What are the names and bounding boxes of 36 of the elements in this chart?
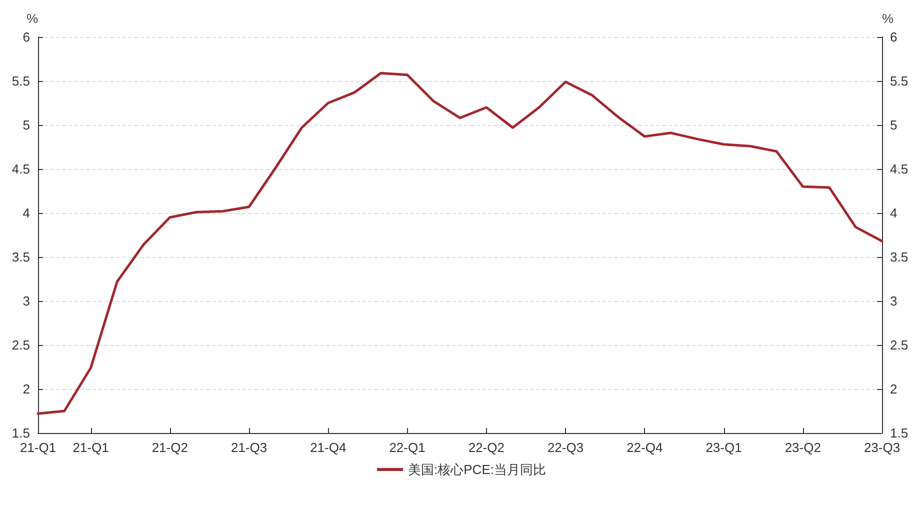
y-tick-label: 2.5: [12, 338, 30, 352]
y2-tick-label: 5: [890, 118, 898, 132]
y-tick-label: 3.5: [12, 250, 30, 264]
line-series: [36, 72, 884, 415]
y2-tick-label: 2: [890, 382, 898, 396]
x-tick-label: 23-Q3: [864, 440, 900, 455]
y2-tick-label: 3: [890, 294, 898, 308]
y2-tick-label: 1.5: [890, 426, 908, 440]
x-tick-label: 23-Q1: [706, 440, 742, 455]
legend-label: 美国:核心PCE:当月同比: [408, 462, 546, 477]
y-tick-label: 6: [22, 30, 30, 44]
x-tick-label: 21-Q2: [152, 440, 188, 455]
y2-tick-label: 3.5: [890, 250, 908, 264]
y-tick-label: 5.5: [12, 74, 30, 88]
x-tick-label: 22-Q4: [626, 440, 663, 455]
x-tick-label: 22-Q1: [389, 440, 426, 455]
y2-tick-label: 2.5: [890, 338, 908, 352]
y-tick-label: 2: [22, 382, 30, 396]
y-tick-label: 5: [22, 118, 30, 132]
y-tick-label: 3: [22, 294, 30, 308]
y2-tick-label: 4.5: [890, 162, 908, 176]
y-axis-title: %: [26, 11, 38, 26]
x-tick-label: 22-Q3: [547, 440, 584, 455]
y-tick-label: 4.5: [12, 162, 30, 176]
y2-axis-title: %: [882, 11, 894, 26]
x-tick-label: 21-Q1: [20, 440, 56, 455]
x-tick-label: 21-Q3: [230, 440, 268, 455]
y2-tick-label: 5.5: [890, 74, 908, 88]
y2-tick-label: 4: [890, 206, 898, 220]
x-tick-label: 21-Q1: [72, 440, 109, 455]
x-tick-label: 22-Q2: [468, 440, 504, 455]
y2-tick-label: 6: [890, 30, 898, 44]
y-tick-label: 4: [22, 206, 30, 220]
x-tick-label: 23-Q2: [784, 440, 821, 455]
x-tick-label: 21-Q4: [310, 440, 346, 455]
y-tick-label: 1.5: [12, 426, 30, 440]
